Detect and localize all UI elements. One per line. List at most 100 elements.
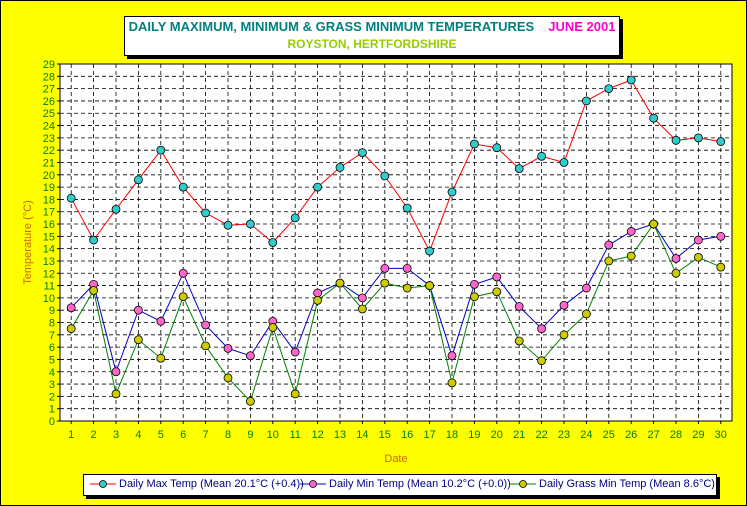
series-point-2 [313,295,323,305]
y-tick-label: 1 [49,404,55,416]
x-tick-label: 11 [289,429,300,441]
series-point-1 [245,351,255,361]
y-tick-label: 24 [43,121,55,133]
x-tick-label: 14 [356,429,368,441]
x-tick-label: 27 [647,429,659,441]
legend-item-grass: Daily Grass Min Temp (Mean 8.6°C) [510,478,715,490]
series-point-1 [133,305,143,315]
x-tick-label: 22 [535,429,547,441]
x-tick-label: 30 [715,429,727,441]
y-tick-label: 14 [43,244,55,256]
series-point-2 [201,341,211,351]
x-tick-label: 21 [513,429,525,441]
series-point-2 [133,335,143,345]
series-point-0 [694,133,703,143]
series-point-2 [89,286,98,295]
series-point-0 [716,137,726,146]
series-point-2 [514,336,524,346]
series-point-0 [626,75,636,85]
series-point-2 [694,252,703,262]
series-point-2 [245,396,255,406]
series-point-1 [223,343,233,353]
y-tick-label: 10 [43,293,55,305]
y-axis-title: Temperature (°C) [22,200,34,284]
y-tick-label: 27 [43,84,55,96]
x-tick-label: 4 [135,429,141,441]
series-point-2 [156,353,166,363]
y-tick-label: 8 [49,318,55,330]
x-tick-label: 2 [91,429,97,441]
x-tick-label: 8 [225,429,231,441]
series-point-2 [402,283,412,293]
series-point-1 [671,254,681,263]
series-point-2 [290,389,300,399]
series-point-2 [425,281,435,290]
x-tick-label: 29 [692,429,704,441]
series-point-1 [402,263,412,273]
legend-swatch-grass [510,480,536,488]
series-point-1 [559,300,569,310]
y-tick-label: 2 [49,391,55,403]
x-tick-label: 7 [203,429,209,441]
y-tick-label: 29 [43,59,55,71]
y-tick-label: 4 [49,367,55,379]
y-tick-label: 5 [49,354,55,366]
series-point-2 [111,389,121,399]
x-tick-label: 28 [670,429,682,441]
y-tick-label: 7 [49,330,55,342]
series-point-0 [649,113,658,123]
series-point-1 [694,235,703,245]
series-point-0 [604,84,614,94]
series-point-0 [469,139,479,149]
series-point-2 [537,356,546,366]
series-point-0 [514,164,524,174]
chart-title-box: DAILY MAXIMUM, MINIMUM & GRASS MINIMUM T… [124,16,620,56]
chart-title: DAILY MAXIMUM, MINIMUM & GRASS MINIMUM T… [128,19,535,34]
series-point-1 [178,268,188,278]
series-point-0 [178,182,188,192]
series-point-0 [156,145,166,155]
x-tick-label: 15 [379,429,391,441]
legend-item-max: Daily Max Temp (Mean 20.1°C (+0.4)) [90,478,304,490]
series-point-1 [537,324,546,334]
series-point-2 [178,292,188,302]
series-point-1 [201,320,211,330]
series-point-0 [671,135,681,145]
y-tick-label: 28 [43,71,55,83]
series-point-2 [492,287,502,297]
series-point-0 [537,151,546,161]
series-point-1 [492,272,502,282]
y-tick-label: 13 [43,256,55,268]
x-tick-label: 13 [334,429,346,441]
series-point-0 [559,158,569,167]
series-point-1 [447,351,457,361]
series-point-2 [223,373,233,383]
y-tick-label: 19 [43,182,55,194]
x-tick-label: 24 [580,429,592,441]
series-point-1 [66,303,76,313]
y-tick-label: 6 [49,342,55,354]
series-point-2 [649,219,658,229]
legend-label-grass: Daily Grass Min Temp (Mean 8.6°C) [539,478,715,490]
series-point-0 [268,238,278,247]
plot-area [59,63,733,422]
y-tick-label: 22 [43,145,55,157]
series-point-2 [268,323,278,332]
y-tick-label: 15 [43,231,55,243]
x-tick-label: 12 [311,429,323,441]
x-tick-label: 9 [247,429,253,441]
series-point-0 [290,213,300,223]
series-point-1 [626,227,636,236]
series-point-2 [604,256,614,266]
series-point-0 [111,204,121,214]
y-tick-label: 25 [43,108,55,120]
chart-month: JUNE 2001 [548,19,616,34]
series-point-1 [313,288,323,298]
legend: Daily Max Temp (Mean 20.1°C (+0.4)) Dail… [83,474,717,496]
series-point-1 [604,240,614,250]
y-tick-label: 20 [43,170,55,182]
series-point-1 [290,347,300,357]
y-tick-label: 17 [43,207,55,219]
series-point-0 [447,187,457,197]
